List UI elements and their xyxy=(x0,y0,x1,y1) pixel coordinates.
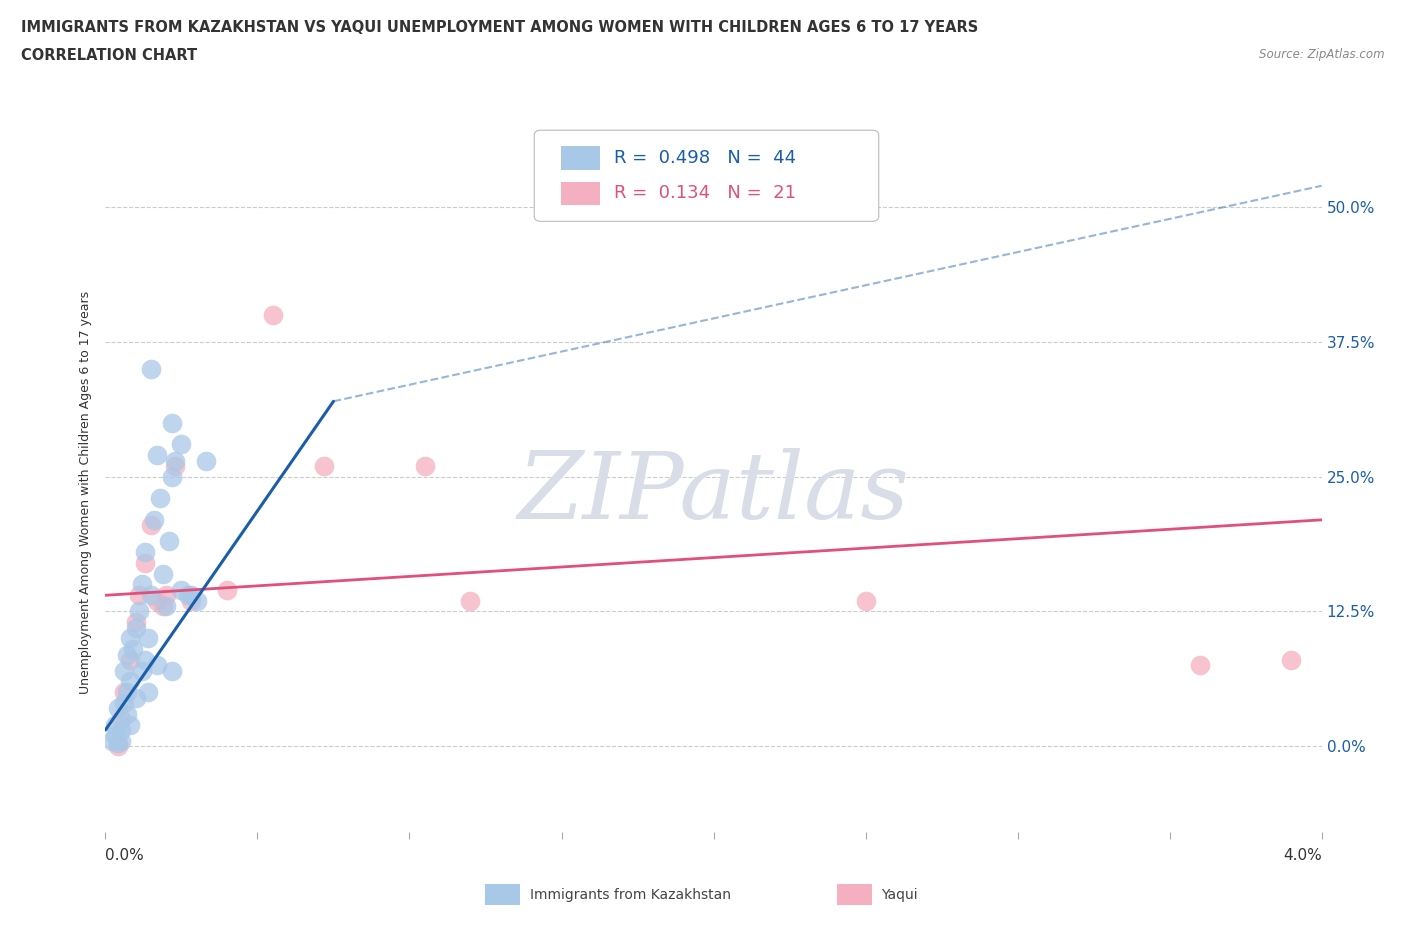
Text: Yaqui: Yaqui xyxy=(882,887,918,902)
Point xyxy=(162,416,184,431)
Text: 4.0%: 4.0% xyxy=(1282,848,1322,863)
Point xyxy=(107,701,129,716)
Point xyxy=(314,458,336,473)
Point xyxy=(170,437,193,452)
Point xyxy=(131,663,153,678)
Point xyxy=(110,734,132,749)
Point xyxy=(100,734,122,749)
Text: Immigrants from Kazakhstan: Immigrants from Kazakhstan xyxy=(530,887,731,902)
Point xyxy=(115,647,138,662)
Point xyxy=(134,555,156,570)
Point xyxy=(146,658,169,672)
Point xyxy=(149,491,172,506)
Point xyxy=(134,653,156,668)
Point xyxy=(165,453,187,468)
Point xyxy=(103,728,125,743)
Text: R =  0.498   N =  44: R = 0.498 N = 44 xyxy=(614,149,797,167)
Text: IMMIGRANTS FROM KAZAKHSTAN VS YAQUI UNEMPLOYMENT AMONG WOMEN WITH CHILDREN AGES : IMMIGRANTS FROM KAZAKHSTAN VS YAQUI UNEM… xyxy=(21,20,979,35)
Point xyxy=(139,518,162,533)
Point xyxy=(139,362,162,377)
Point xyxy=(194,453,217,468)
Y-axis label: Unemployment Among Women with Children Ages 6 to 17 years: Unemployment Among Women with Children A… xyxy=(79,291,93,695)
Point xyxy=(180,593,202,608)
Point xyxy=(162,470,184,485)
Point xyxy=(1279,653,1302,668)
Point xyxy=(217,582,239,597)
Point xyxy=(180,588,202,603)
Point xyxy=(118,653,141,668)
Point xyxy=(103,717,125,732)
Point xyxy=(118,717,141,732)
Point xyxy=(136,684,159,699)
Point xyxy=(262,308,284,323)
Point xyxy=(413,458,436,473)
Point xyxy=(118,631,141,645)
Point xyxy=(143,512,166,527)
Point xyxy=(107,738,129,753)
Point xyxy=(110,711,132,726)
Point xyxy=(112,663,135,678)
Point xyxy=(139,588,162,603)
Point xyxy=(131,577,153,591)
Point xyxy=(1189,658,1212,672)
Point xyxy=(152,566,174,581)
Point xyxy=(110,723,132,737)
Point xyxy=(186,593,208,608)
Point xyxy=(107,736,129,751)
Point xyxy=(115,707,138,722)
Point xyxy=(125,620,148,635)
Point xyxy=(162,663,184,678)
Point xyxy=(121,642,143,657)
Text: CORRELATION CHART: CORRELATION CHART xyxy=(21,48,197,63)
Point xyxy=(155,588,177,603)
Point xyxy=(176,588,198,603)
Point xyxy=(136,631,159,645)
Text: 0.0%: 0.0% xyxy=(105,848,145,863)
Point xyxy=(128,604,150,618)
Point xyxy=(157,534,180,549)
Point xyxy=(118,674,141,689)
Point xyxy=(112,696,135,711)
Point xyxy=(128,588,150,603)
Text: ZIPatlas: ZIPatlas xyxy=(517,448,910,538)
Point xyxy=(458,593,481,608)
Text: R =  0.134   N =  21: R = 0.134 N = 21 xyxy=(614,184,796,203)
Point xyxy=(115,684,138,699)
Point xyxy=(155,599,177,614)
Point xyxy=(146,593,169,608)
Point xyxy=(125,615,148,630)
Text: Source: ZipAtlas.com: Source: ZipAtlas.com xyxy=(1260,48,1385,61)
Point xyxy=(165,458,187,473)
Point xyxy=(152,599,174,614)
Point xyxy=(134,545,156,560)
Point xyxy=(125,690,148,705)
Point xyxy=(146,447,169,462)
Point xyxy=(112,684,135,699)
Point xyxy=(170,582,193,597)
Point xyxy=(855,593,877,608)
